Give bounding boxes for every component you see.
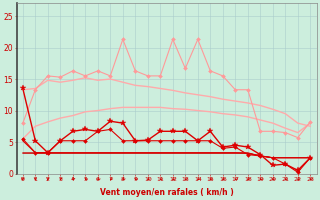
X-axis label: Vent moyen/en rafales ( km/h ): Vent moyen/en rafales ( km/h ) [100, 188, 233, 197]
